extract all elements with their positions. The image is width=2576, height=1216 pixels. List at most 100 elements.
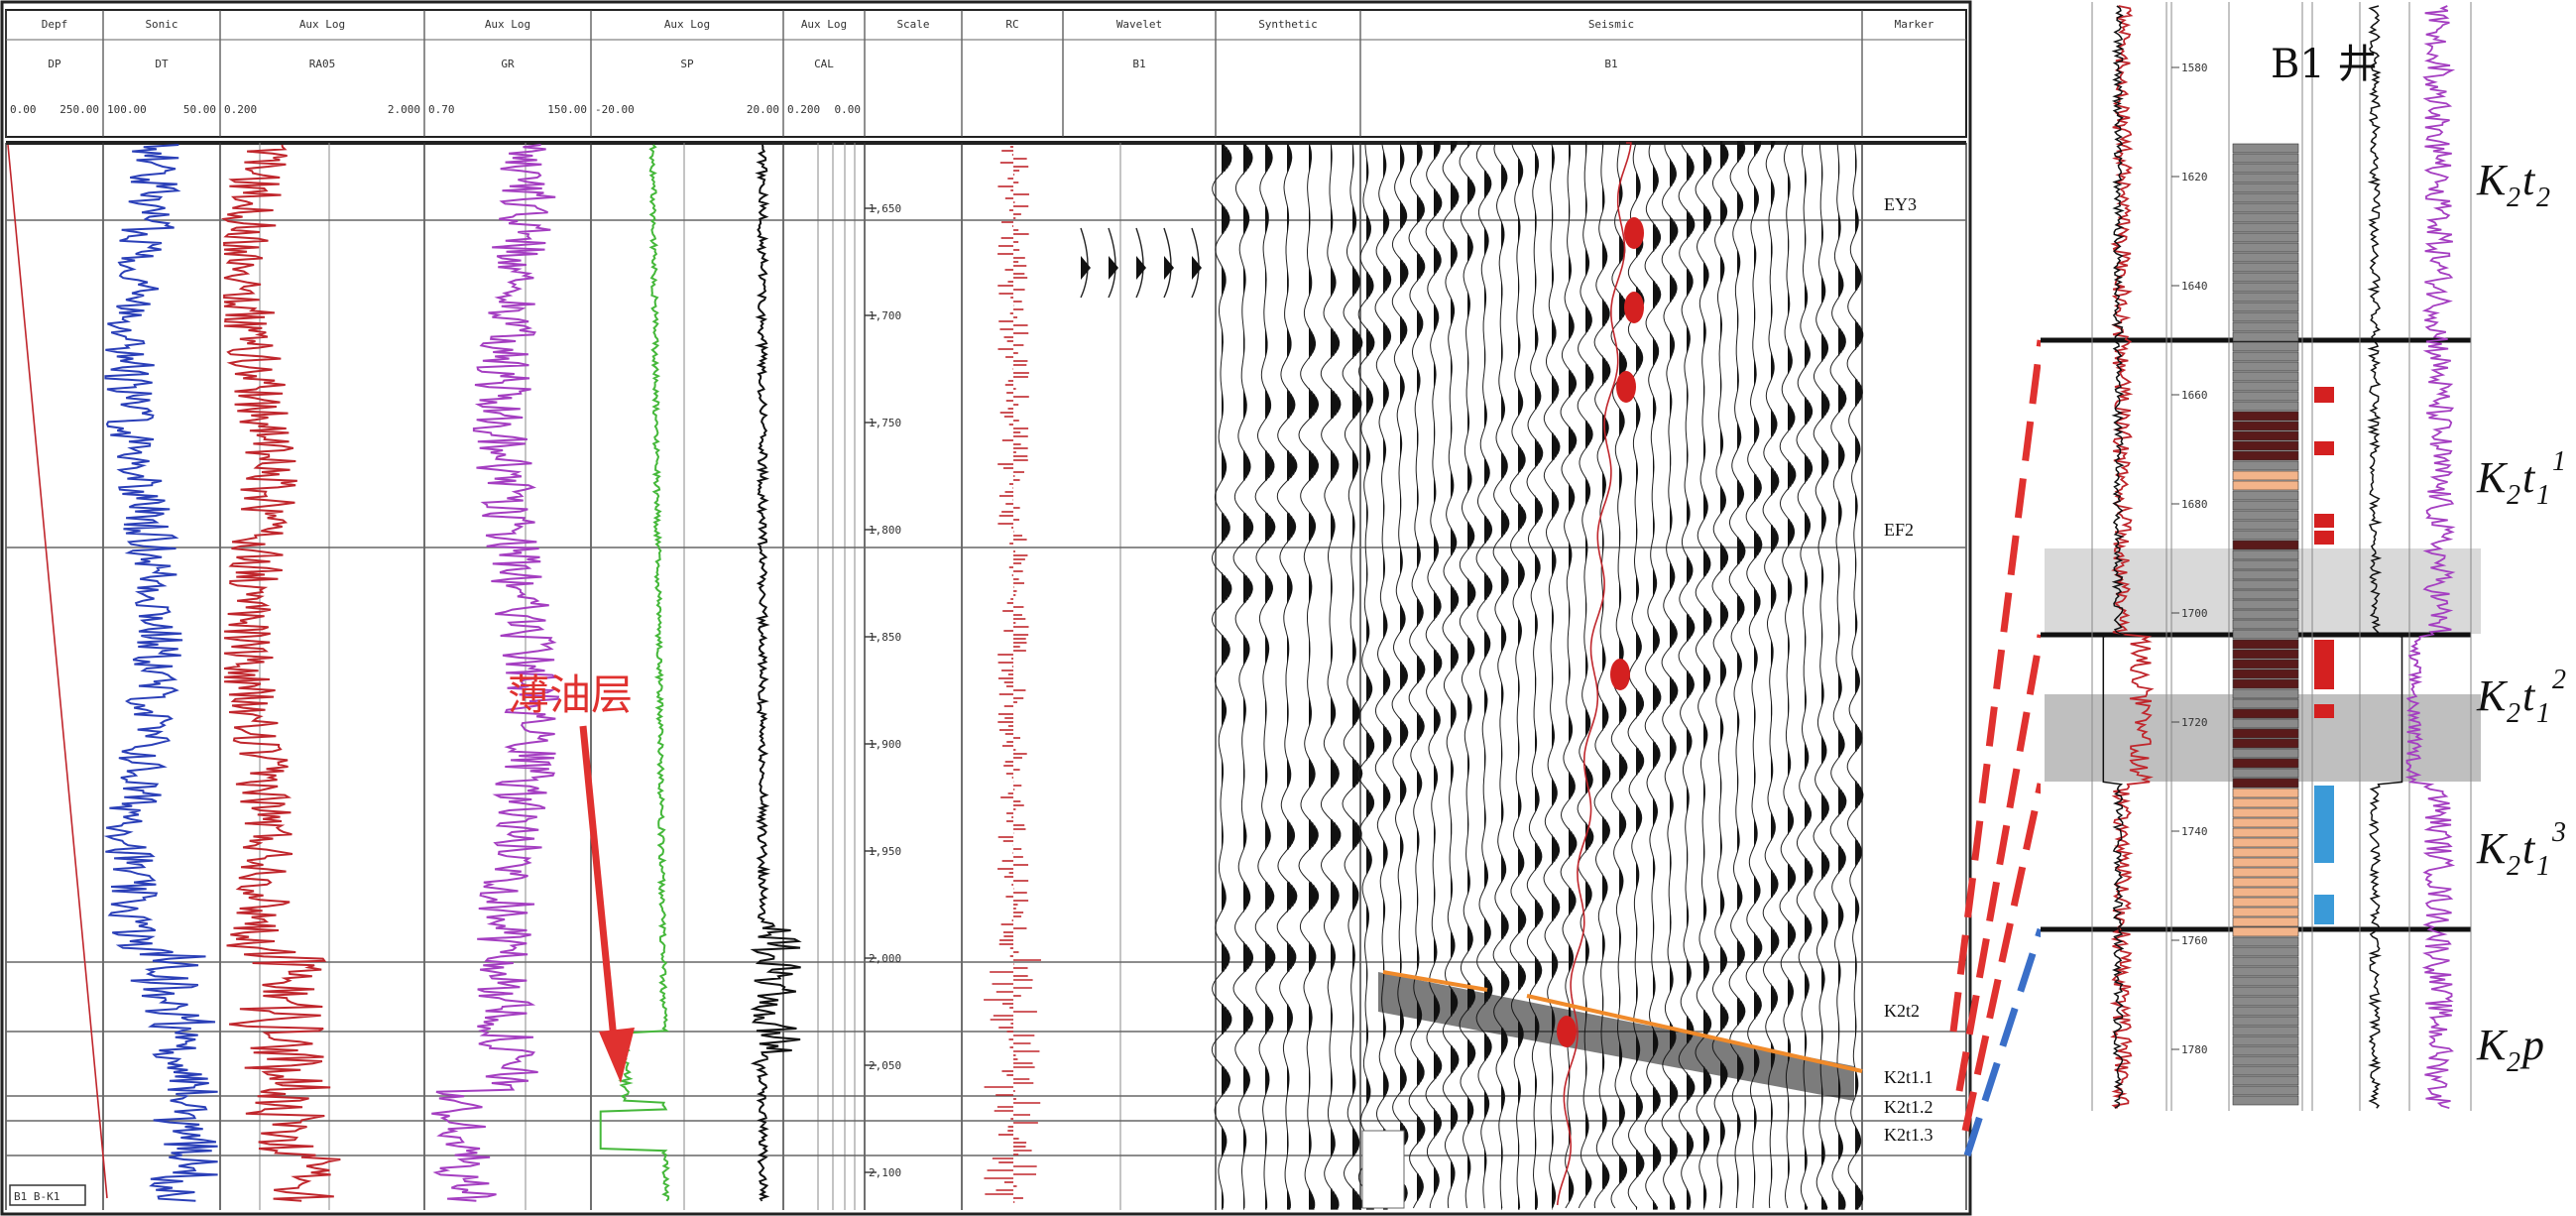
lithology-cell [2232, 272, 2299, 283]
formation-label-1: K [2476, 453, 2509, 502]
seismic-trace-fill [1484, 171, 1492, 1210]
lithology-cell [2232, 936, 2299, 947]
header-title-11: Marker [1895, 18, 1934, 31]
seismic-trace [1813, 142, 1830, 1209]
wavelet-fill [1109, 256, 1118, 280]
oil-indicator [2314, 387, 2334, 403]
lithology-cell [2232, 569, 2299, 580]
header-title-10: Seismic [1588, 18, 1634, 31]
lithology-cell [2232, 797, 2299, 808]
lithology-cell [2232, 212, 2299, 223]
depth-tick-label: 1660 [2181, 389, 2208, 402]
lithology-cell [2232, 222, 2299, 233]
formation-letter-4: p [2519, 1021, 2544, 1069]
header-curve-2: RA05 [309, 58, 336, 70]
lithology-cell [2232, 907, 2299, 917]
lithology-cell [2232, 837, 2299, 848]
header-curve-8: B1 [1132, 58, 1145, 70]
bottom-label: B1 B-K1 [14, 1190, 59, 1203]
tie-line [1961, 783, 2045, 1132]
header-range-right-0: 250.00 [59, 103, 99, 116]
header-title-6: Scale [896, 18, 929, 31]
seismic-trace-fill [1805, 168, 1813, 1210]
seismic-legend-box [1361, 1130, 1405, 1209]
formation-label-4: K [2476, 1021, 2509, 1069]
sonic-curve [103, 144, 218, 1202]
time-tick-label: 1,800 [869, 524, 901, 537]
lithology-cell [2232, 827, 2299, 838]
tie-line [1949, 339, 2045, 1033]
gamma-curve [431, 144, 560, 1202]
lithology-cell [2232, 619, 2299, 630]
lithology-cell [2232, 252, 2299, 263]
seismic-trace-fill [1535, 150, 1543, 1210]
marker-label: EY3 [1884, 194, 1917, 214]
lithology-cell [2232, 490, 2299, 501]
depth-tick-label: 1720 [2181, 716, 2208, 729]
lithology-cell [2232, 480, 2299, 491]
lithology-cell [2232, 1075, 2299, 1086]
seismic-trace-fill [1331, 144, 1341, 1210]
seismic-trace [1459, 142, 1476, 1209]
lithology-cell [2232, 202, 2299, 213]
header-curve-10: B1 [1604, 58, 1617, 70]
lithology-cell [2232, 599, 2299, 610]
lithology-cell [2232, 778, 2299, 789]
seismic-trace-fill [1619, 141, 1627, 1183]
oil-indicator [2314, 531, 2334, 545]
marker-label: K2t1.3 [1884, 1125, 1933, 1145]
lithology-cell [2232, 401, 2299, 412]
formation-letter-1: t [2522, 453, 2536, 502]
lithology-cell [2232, 807, 2299, 818]
lithology-cell [2232, 916, 2299, 927]
synthetic-peak [1616, 371, 1636, 403]
time-tick-label: 1,900 [869, 738, 901, 751]
lithology-cell [2232, 817, 2299, 828]
lithology-cell [2232, 292, 2299, 303]
seismic-trace-fill [1222, 144, 1231, 1210]
header-curve-5: CAL [814, 58, 834, 70]
formation-sub2-1: 1 [2536, 480, 2550, 511]
resistivity-curve [220, 144, 341, 1202]
lithology-cell [2232, 629, 2299, 640]
depth-tick-label: 1580 [2181, 61, 2208, 74]
lithology-cell [2232, 143, 2299, 154]
lithology-cell [2232, 282, 2299, 293]
wavelet-fill [1192, 256, 1202, 280]
header-title-0: Depf [42, 18, 68, 31]
seismic-trace-fill [1687, 153, 1695, 1210]
wavelet-fill [1164, 256, 1174, 280]
seismic-trace-fill [1243, 144, 1253, 1210]
lithology-cell [2232, 242, 2299, 253]
depth-tick-label: 1680 [2181, 498, 2208, 511]
time-scale-ticks: 1,650 1,700 1,750 1,800 1,850 1,900 1,950 2,000… [865, 202, 901, 1179]
seismic-trace-fill [1737, 141, 1745, 1198]
lithology-cell [2232, 946, 2299, 957]
lithology-cell [2232, 748, 2299, 759]
lithology-cell [2232, 421, 2299, 431]
well-cal-curve [2367, 5, 2403, 1109]
header-range-right-1: 50.00 [183, 103, 216, 116]
well-log-curves [103, 144, 1041, 1203]
marker-label: K2t1.2 [1884, 1097, 1933, 1117]
lithology-cell [2232, 321, 2299, 332]
bottom-label-box [9, 1184, 86, 1206]
horizon-line [1382, 970, 1488, 992]
wavelet-fill [1136, 256, 1146, 280]
formation-sup-1: 1 [2552, 446, 2566, 477]
header-curve-3: GR [501, 58, 515, 70]
annotation-arrow [579, 725, 635, 1083]
water-indicator [2314, 895, 2334, 924]
synthetic-peak [1557, 1016, 1577, 1047]
oil-indicator [2314, 514, 2334, 528]
strong-reflector [1378, 972, 1854, 1101]
lithology-cell [2232, 381, 2299, 392]
cal-curve [750, 144, 802, 1202]
log-panel: Depf DP 0.00 250.00 Sonic DT 100.00 50.00 Aux Lo… [0, 0, 1972, 1216]
lithology-cell [2232, 430, 2299, 441]
seismic-trace-fill [1585, 141, 1593, 1198]
lithology-cell [2232, 1085, 2299, 1096]
well-gamma-curve [2404, 5, 2456, 1110]
lithology-cell [2232, 718, 2299, 729]
tie-line [1963, 927, 2045, 1157]
